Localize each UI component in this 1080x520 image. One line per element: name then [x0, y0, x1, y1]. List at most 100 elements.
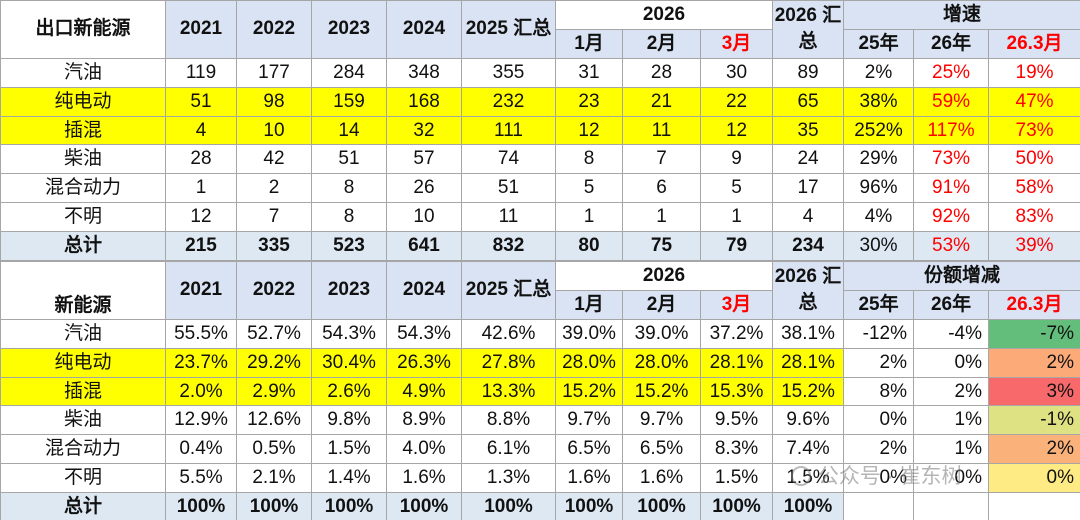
cell: 2	[236, 173, 312, 204]
cell: 1.5%	[699, 463, 774, 494]
side-col-header: 26年	[913, 289, 990, 320]
cell: 8%	[843, 376, 915, 407]
year-header: 2023	[311, 0, 387, 59]
cell: 1	[165, 173, 237, 204]
cell: 12	[165, 202, 237, 233]
month-header: 2月	[622, 28, 701, 59]
row-label: 汽油	[0, 318, 166, 349]
cell: 832	[461, 231, 556, 262]
cell: 21	[622, 86, 701, 117]
cell: 4.9%	[386, 376, 462, 407]
cell: 1%	[913, 434, 990, 465]
cell: 7	[236, 202, 312, 233]
cell: 523	[311, 231, 387, 262]
data-row: 纯电动 23.7% 29.2% 30.4% 26.3% 27.8% 28.0% 28.0% 28…	[0, 347, 1080, 378]
cell: 9	[699, 144, 774, 175]
cell: 0.4%	[165, 434, 237, 465]
cell: 65	[772, 86, 845, 117]
cell: 38.1%	[772, 318, 845, 349]
watermark-text: 公众号 · 崔东树	[817, 465, 963, 488]
cell: 42	[236, 144, 312, 175]
cell: 51	[311, 144, 387, 175]
cell: 100%	[386, 492, 462, 520]
cell: 30	[699, 57, 774, 88]
row-label: 不明	[0, 202, 166, 233]
data-row: 纯电动 51 98 159 168 232 23 21 22 65 38% 59% 47%	[0, 86, 1080, 117]
data-row: 不明 5.5% 2.1% 1.4% 1.6% 1.3% 1.6% 1.6% 1.5% 1.5% 0%…	[0, 463, 1080, 494]
cell: 15.2%	[772, 376, 845, 407]
cell: 27.8%	[461, 347, 556, 378]
cell: 17	[772, 173, 845, 204]
cell: 6.1%	[461, 434, 556, 465]
cell: 2.0%	[165, 376, 237, 407]
cell: 100%	[772, 492, 845, 520]
cell: 96%	[843, 173, 915, 204]
data-row: 插混 2.0% 2.9% 2.6% 4.9% 13.3% 15.2% 15.2% 15.3% 15…	[0, 376, 1080, 407]
cell: -7%	[988, 318, 1080, 349]
cell: 83%	[988, 202, 1080, 233]
cell: 51	[165, 86, 237, 117]
corner-header: 新能源	[0, 261, 166, 320]
row-label: 总计	[0, 492, 166, 520]
cell: 1.3%	[461, 463, 556, 494]
cell: -12%	[843, 318, 915, 349]
side-header: 增速	[843, 0, 1080, 30]
cell: 7.4%	[772, 434, 845, 465]
data-table: 出口新能源 2021 2022 2023 2024 2025 汇总 2026 2026 汇总增…	[0, 0, 1080, 262]
year-header: 2021	[165, 0, 237, 59]
cell: 12	[699, 115, 774, 146]
cell: 8	[555, 144, 623, 175]
cell: 3%	[988, 376, 1080, 407]
cell: 100%	[622, 492, 701, 520]
cell: 11	[622, 115, 701, 146]
cell: 11	[461, 202, 556, 233]
side-col-header: 25年	[843, 289, 915, 320]
cell: 4	[165, 115, 237, 146]
row-label: 柴油	[0, 405, 166, 436]
group-header: 2026	[554, 0, 774, 30]
cell: 37.2%	[699, 318, 774, 349]
cell: 28.1%	[699, 347, 774, 378]
row-label: 纯电动	[0, 347, 166, 378]
cell: 59%	[913, 86, 990, 117]
cell: 12	[555, 115, 623, 146]
cell: 4.0%	[386, 434, 462, 465]
cell: 2%	[843, 57, 915, 88]
cell: 4%	[843, 202, 915, 233]
row-label: 混合动力	[0, 434, 166, 465]
cell: 75	[622, 231, 701, 262]
cell: 232	[461, 86, 556, 117]
cell: 92%	[913, 202, 990, 233]
cell: 28.0%	[555, 347, 623, 378]
year-header: 2024	[386, 261, 462, 320]
data-table: 新能源 2021 2022 2023 2024 2025 汇总 2026 2026 汇总 份额增…	[0, 261, 1080, 520]
cell: -1%	[988, 405, 1080, 436]
corner-header: 出口新能源	[0, 0, 166, 59]
cell: 53%	[913, 231, 990, 262]
cell: 8.8%	[461, 405, 556, 436]
cell: 100%	[165, 492, 237, 520]
cell: 25%	[913, 57, 990, 88]
cell: 30%	[843, 231, 915, 262]
data-row: 柴油 28 42 51 57 74 8 7 9 24 29% 73% 50%	[0, 144, 1080, 175]
cell: 15.2%	[555, 376, 623, 407]
row-label: 混合动力	[0, 173, 166, 204]
side-col-header: 26.3月	[988, 289, 1080, 320]
cell: 159	[311, 86, 387, 117]
cell: 168	[386, 86, 462, 117]
cell: 9.5%	[699, 405, 774, 436]
cell: 54.3%	[386, 318, 462, 349]
cell: 42.6%	[461, 318, 556, 349]
cell: 0%	[913, 463, 990, 494]
cell: 15.3%	[699, 376, 774, 407]
cell: 15.2%	[622, 376, 701, 407]
watermark-icon	[791, 466, 811, 486]
data-row: 总计 100% 100% 100% 100% 100% 100% 100% 100% 100%	[0, 492, 1080, 520]
cell: 80	[555, 231, 623, 262]
row-label: 纯电动	[0, 86, 166, 117]
cell: 4	[772, 202, 845, 233]
cell: 30.4%	[311, 347, 387, 378]
cell: 1.5%	[311, 434, 387, 465]
cell: 51	[461, 173, 556, 204]
cell: 13.3%	[461, 376, 556, 407]
